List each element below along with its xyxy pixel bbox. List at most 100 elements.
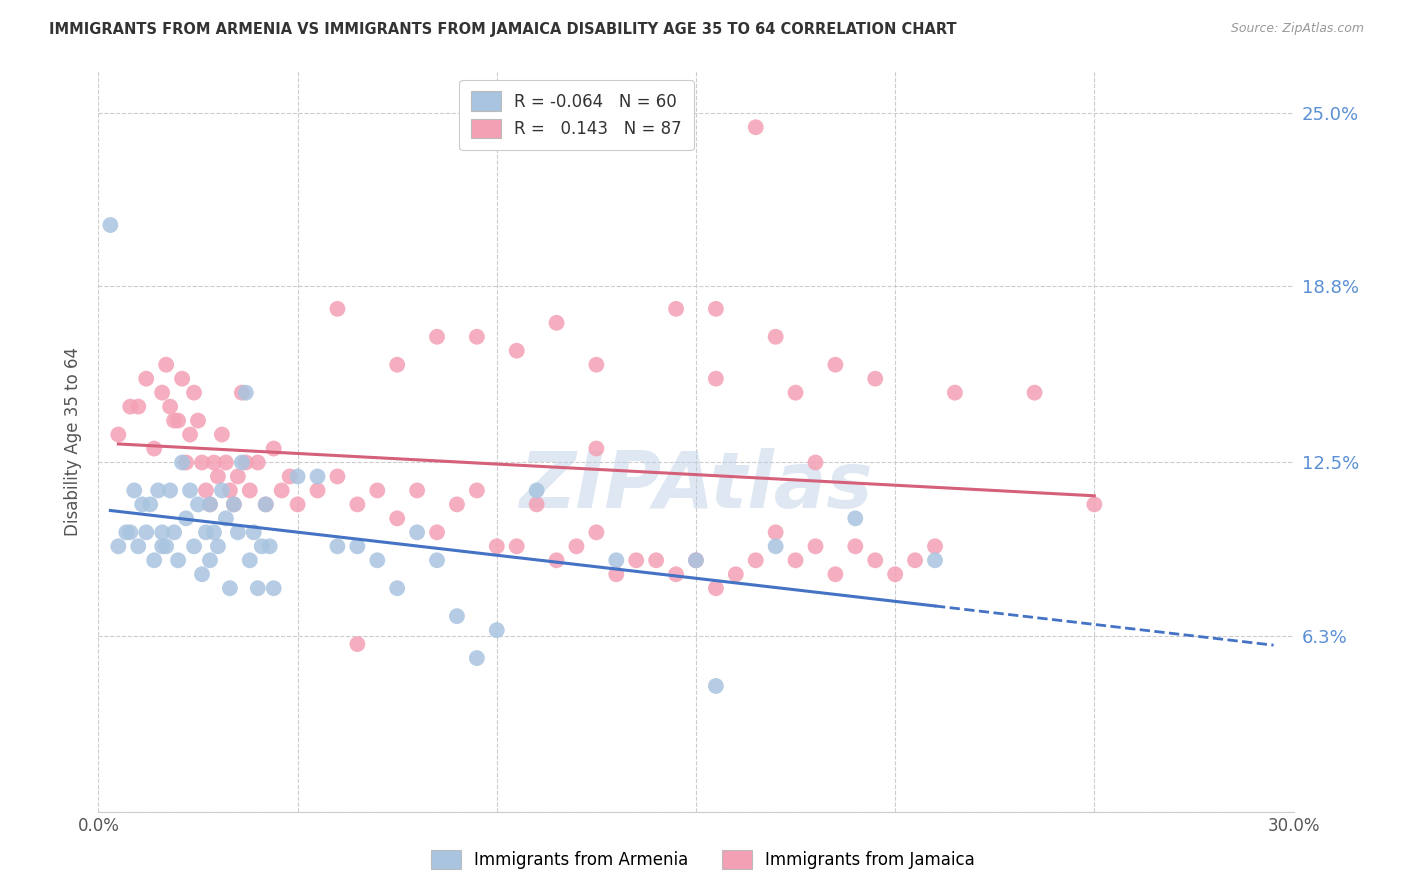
Point bbox=[163, 414, 186, 428]
Point bbox=[198, 497, 221, 511]
Point bbox=[278, 469, 301, 483]
Point bbox=[191, 455, 214, 469]
Point bbox=[804, 455, 827, 469]
Point bbox=[824, 358, 846, 372]
Point bbox=[246, 455, 269, 469]
Point bbox=[150, 525, 173, 540]
Point bbox=[385, 358, 409, 372]
Point bbox=[150, 385, 173, 400]
Point bbox=[219, 483, 242, 498]
Point bbox=[124, 483, 146, 498]
Point bbox=[307, 483, 329, 498]
Point bbox=[187, 414, 209, 428]
Point bbox=[235, 455, 257, 469]
Point bbox=[107, 539, 129, 553]
Point bbox=[207, 539, 229, 553]
Point bbox=[155, 539, 177, 553]
Point bbox=[143, 442, 166, 456]
Point bbox=[215, 455, 238, 469]
Point bbox=[120, 400, 142, 414]
Point bbox=[231, 385, 253, 400]
Point bbox=[215, 511, 238, 525]
Point bbox=[924, 539, 946, 553]
Point bbox=[183, 385, 205, 400]
Point bbox=[506, 343, 529, 358]
Point bbox=[346, 539, 368, 553]
Point bbox=[172, 455, 194, 469]
Point bbox=[195, 483, 218, 498]
Point bbox=[546, 316, 568, 330]
Point bbox=[198, 497, 221, 511]
Point bbox=[785, 553, 807, 567]
Point bbox=[406, 525, 429, 540]
Text: ZIPAtlas: ZIPAtlas bbox=[519, 448, 873, 524]
Point bbox=[326, 539, 349, 553]
Point bbox=[287, 497, 309, 511]
Point bbox=[485, 539, 508, 553]
Point bbox=[254, 497, 277, 511]
Point bbox=[235, 385, 257, 400]
Point bbox=[172, 372, 194, 386]
Point bbox=[135, 372, 157, 386]
Point bbox=[346, 637, 368, 651]
Point bbox=[198, 553, 221, 567]
Point bbox=[645, 553, 668, 567]
Point bbox=[239, 483, 262, 498]
Point bbox=[366, 553, 388, 567]
Point bbox=[626, 553, 648, 567]
Point bbox=[207, 469, 229, 483]
Point bbox=[222, 497, 245, 511]
Point bbox=[526, 497, 548, 511]
Point bbox=[865, 372, 887, 386]
Point bbox=[143, 553, 166, 567]
Point bbox=[366, 483, 388, 498]
Point bbox=[785, 385, 807, 400]
Y-axis label: Disability Age 35 to 64: Disability Age 35 to 64 bbox=[65, 347, 83, 536]
Point bbox=[844, 511, 866, 525]
Point bbox=[226, 469, 249, 483]
Point bbox=[183, 539, 205, 553]
Point bbox=[465, 651, 488, 665]
Point bbox=[187, 497, 209, 511]
Point bbox=[179, 483, 201, 498]
Point bbox=[724, 567, 747, 582]
Point bbox=[107, 427, 129, 442]
Point bbox=[765, 539, 787, 553]
Legend: Immigrants from Armenia, Immigrants from Jamaica: Immigrants from Armenia, Immigrants from… bbox=[420, 840, 986, 880]
Text: IMMIGRANTS FROM ARMENIA VS IMMIGRANTS FROM JAMAICA DISABILITY AGE 35 TO 64 CORRE: IMMIGRANTS FROM ARMENIA VS IMMIGRANTS FR… bbox=[49, 22, 957, 37]
Point bbox=[526, 483, 548, 498]
Point bbox=[943, 385, 966, 400]
Point bbox=[385, 511, 409, 525]
Point bbox=[174, 455, 197, 469]
Point bbox=[120, 525, 142, 540]
Legend: R = -0.064   N = 60, R =   0.143   N = 87: R = -0.064 N = 60, R = 0.143 N = 87 bbox=[460, 79, 693, 150]
Point bbox=[159, 400, 181, 414]
Point bbox=[665, 567, 688, 582]
Point bbox=[127, 400, 149, 414]
Point bbox=[131, 497, 153, 511]
Point bbox=[765, 330, 787, 344]
Point bbox=[506, 539, 529, 553]
Point bbox=[426, 553, 449, 567]
Point bbox=[605, 553, 627, 567]
Point bbox=[924, 553, 946, 567]
Point bbox=[167, 414, 190, 428]
Point bbox=[148, 483, 170, 498]
Point bbox=[179, 427, 201, 442]
Point bbox=[844, 539, 866, 553]
Point bbox=[211, 427, 233, 442]
Point bbox=[585, 442, 607, 456]
Point bbox=[263, 581, 285, 595]
Point bbox=[346, 497, 368, 511]
Point bbox=[211, 483, 233, 498]
Point bbox=[665, 301, 688, 316]
Point bbox=[254, 497, 277, 511]
Point bbox=[585, 358, 607, 372]
Point bbox=[231, 455, 253, 469]
Point bbox=[219, 581, 242, 595]
Point bbox=[765, 525, 787, 540]
Point bbox=[139, 497, 162, 511]
Point bbox=[174, 511, 197, 525]
Point bbox=[250, 539, 273, 553]
Point bbox=[326, 301, 349, 316]
